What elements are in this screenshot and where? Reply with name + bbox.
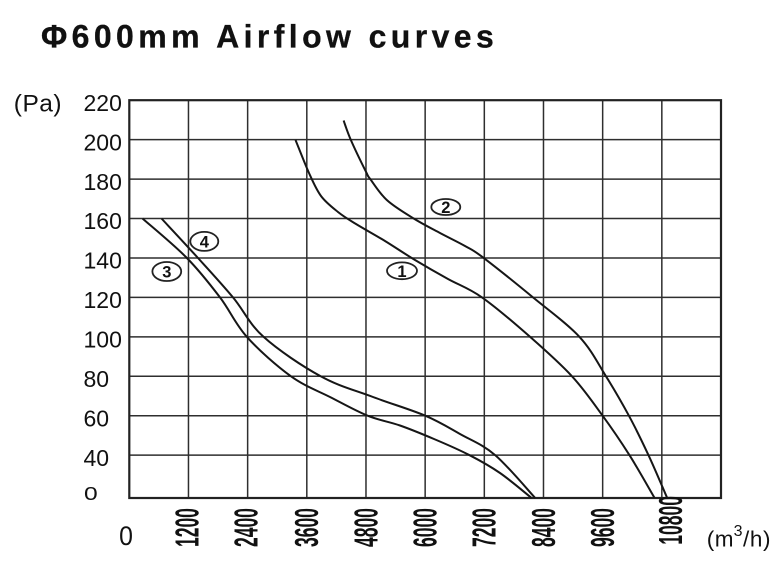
svg-text:100: 100 [84,327,122,353]
svg-text:3600: 3600 [288,508,326,547]
svg-text:Φ600mm Airflow curves: Φ600mm Airflow curves [41,19,498,55]
svg-text:2400: 2400 [227,508,265,547]
svg-text:40: 40 [84,445,110,471]
svg-text:80: 80 [84,366,110,392]
svg-text:7200: 7200 [466,508,504,547]
svg-text:10800: 10800 [652,496,690,545]
svg-text:2: 2 [441,199,450,217]
svg-text:140: 140 [84,248,122,274]
svg-text:0: 0 [119,522,133,551]
svg-text:6000: 6000 [407,508,445,547]
svg-text:8400: 8400 [525,508,563,547]
svg-text:0: 0 [84,483,98,504]
svg-text:(m: (m [707,527,734,552]
svg-text:180: 180 [84,169,122,195]
svg-text:4800: 4800 [347,508,385,547]
svg-text:160: 160 [84,208,122,234]
svg-text:60: 60 [84,405,110,431]
svg-text:9600: 9600 [584,508,622,547]
svg-text:/h): /h) [743,527,771,552]
svg-text:200: 200 [84,129,122,155]
svg-text:4: 4 [200,233,210,251]
svg-text:1: 1 [397,263,406,281]
svg-text:3: 3 [734,523,743,540]
svg-text:3: 3 [162,264,171,282]
svg-text:220: 220 [84,90,122,116]
svg-text:1200: 1200 [168,508,206,547]
svg-text:120: 120 [84,287,122,313]
svg-text:(Pa): (Pa) [14,91,62,118]
